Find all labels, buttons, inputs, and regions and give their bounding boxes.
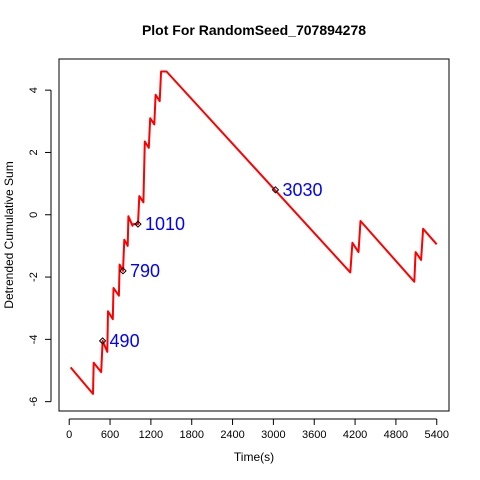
y-tick-label: -6	[28, 397, 40, 407]
y-tick-label: 2	[28, 149, 40, 155]
x-tick-label: 4200	[343, 429, 367, 441]
x-tick-label: 4800	[384, 429, 408, 441]
y-tick-label: 4	[28, 87, 40, 93]
y-tick-label: -2	[28, 272, 40, 282]
x-tick-label: 0	[66, 429, 72, 441]
x-axis-label: Time(s)	[234, 450, 274, 464]
x-tick-label: 2400	[220, 429, 244, 441]
y-axis: -6 -4 -2 0 2 4	[28, 87, 52, 407]
annotation-group: 490 790 1010 3030	[98, 180, 322, 351]
x-tick-label: 600	[101, 429, 119, 441]
chart-title: Plot For RandomSeed_707894278	[142, 22, 366, 38]
annotation-marker	[134, 220, 142, 228]
x-tick-label: 1800	[179, 429, 203, 441]
x-tick-label: 3600	[302, 429, 326, 441]
x-tick-label: 1200	[139, 429, 163, 441]
series-group	[69, 70, 438, 395]
plot-frame	[58, 58, 450, 412]
y-axis-label: Detrended Cumulative Sum	[2, 161, 16, 308]
annotation-label: 1010	[145, 214, 185, 234]
annotation-marker	[98, 337, 107, 345]
y-tick-label: 0	[28, 212, 40, 218]
annotation-marker	[271, 186, 280, 194]
annotation-label: 790	[130, 261, 160, 281]
x-axis: 0 600 1200 1800 2400 3000 3600 4200 4800 5400	[66, 418, 449, 441]
x-tick-label: 5400	[425, 429, 449, 441]
series-line	[69, 70, 438, 395]
annotation-marker	[119, 267, 127, 275]
x-tick-label: 3000	[261, 429, 285, 441]
annotation-label: 3030	[282, 180, 322, 200]
annotation-label: 490	[110, 331, 140, 351]
y-tick-label: -4	[28, 334, 40, 344]
